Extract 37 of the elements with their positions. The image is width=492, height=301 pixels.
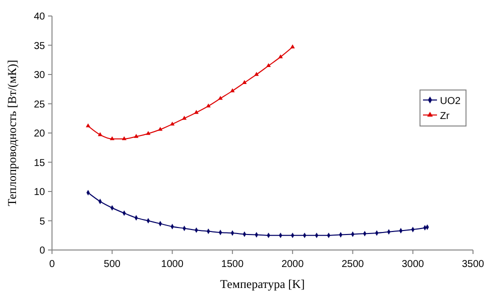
- point: [254, 72, 259, 76]
- x-tick-label: 3500: [462, 259, 485, 270]
- point: [134, 134, 138, 138]
- x-tick-label: 1000: [161, 259, 184, 270]
- x-tick-label: 1500: [221, 259, 244, 270]
- point: [266, 63, 271, 68]
- x-tick-label: 2500: [342, 259, 364, 270]
- point: [98, 132, 102, 136]
- x-tick-label: 3000: [402, 259, 424, 270]
- legend-label: Zr: [440, 111, 450, 122]
- x-axis-title: Температура [K]: [220, 277, 305, 291]
- point: [146, 130, 151, 135]
- point: [158, 126, 163, 131]
- y-tick-label: 5: [39, 216, 46, 228]
- point: [182, 116, 187, 120]
- x-tick-label: 0: [49, 259, 56, 270]
- y-axis-title: Теплопроводность [Вт/(мК)]: [5, 60, 19, 206]
- x-tick-label: 500: [104, 259, 121, 270]
- point: [290, 44, 295, 48]
- point: [218, 96, 223, 100]
- point: [206, 103, 211, 108]
- y-tick-label: 15: [34, 158, 46, 169]
- point: [278, 54, 283, 58]
- x-tick-label: 2000: [281, 259, 304, 270]
- y-tick-label: 25: [34, 99, 46, 110]
- y-tick-label: 30: [34, 70, 46, 81]
- y-tick-label: 40: [34, 12, 46, 22]
- point: [242, 80, 247, 84]
- y-tick-label: 35: [34, 40, 46, 52]
- point: [86, 123, 90, 128]
- y-tick-label: 20: [34, 128, 46, 140]
- y-tick-label: 0: [39, 246, 46, 256]
- point: [170, 122, 175, 126]
- legend-label: UO2: [440, 96, 461, 107]
- point: [194, 110, 199, 114]
- point: [122, 136, 126, 140]
- y-tick-label: 10: [34, 187, 46, 198]
